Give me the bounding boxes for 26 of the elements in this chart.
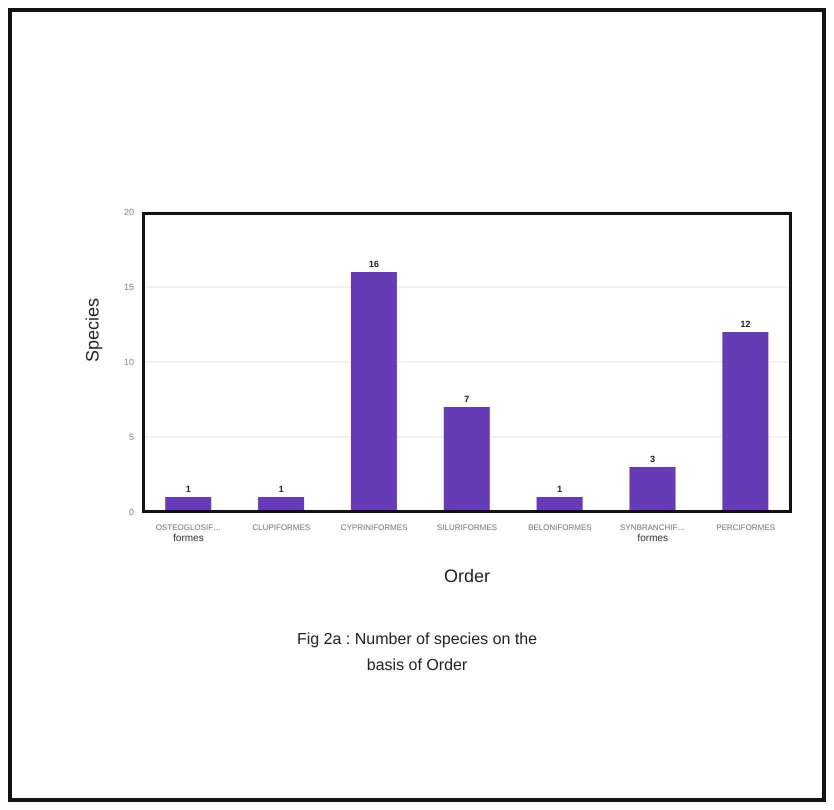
x-tick-label: PERCIFORMES xyxy=(716,523,775,532)
y-tick-label: 20 xyxy=(124,207,134,218)
bar xyxy=(444,407,490,512)
y-tick-label: 15 xyxy=(124,282,134,292)
y-tick-label: 10 xyxy=(124,357,134,368)
caption: Fig 2a : Number of species on the basis of Order xyxy=(296,630,538,676)
x-tick-label: CLUPIFORMES xyxy=(252,523,310,532)
x-tick-label: OSTEOGLOSIF… formes xyxy=(156,523,222,544)
x-tick-label: CYPRINIFORMES xyxy=(340,523,408,532)
bar xyxy=(722,332,768,512)
data-label: 12 xyxy=(740,319,750,329)
x-tick-label: SILURIFORMES xyxy=(436,523,498,532)
data-label: 16 xyxy=(368,259,379,269)
data-label: 7 xyxy=(464,394,470,404)
data-label: 1 xyxy=(278,484,284,494)
x-tick-label: SYNBRANCHIF… formes xyxy=(620,523,686,544)
x-axis-title: Order xyxy=(444,566,490,586)
data-label: 1 xyxy=(186,484,191,494)
y-tick-label: 5 xyxy=(128,432,134,442)
y-tick-label: 0 xyxy=(128,507,134,518)
data-label: 3 xyxy=(650,454,656,464)
x-tick-label: BELONIFORMES xyxy=(528,523,592,532)
y-axis-title: Species xyxy=(82,298,102,362)
bar xyxy=(350,272,397,512)
bar xyxy=(630,467,676,512)
data-label: 1 xyxy=(557,484,562,494)
